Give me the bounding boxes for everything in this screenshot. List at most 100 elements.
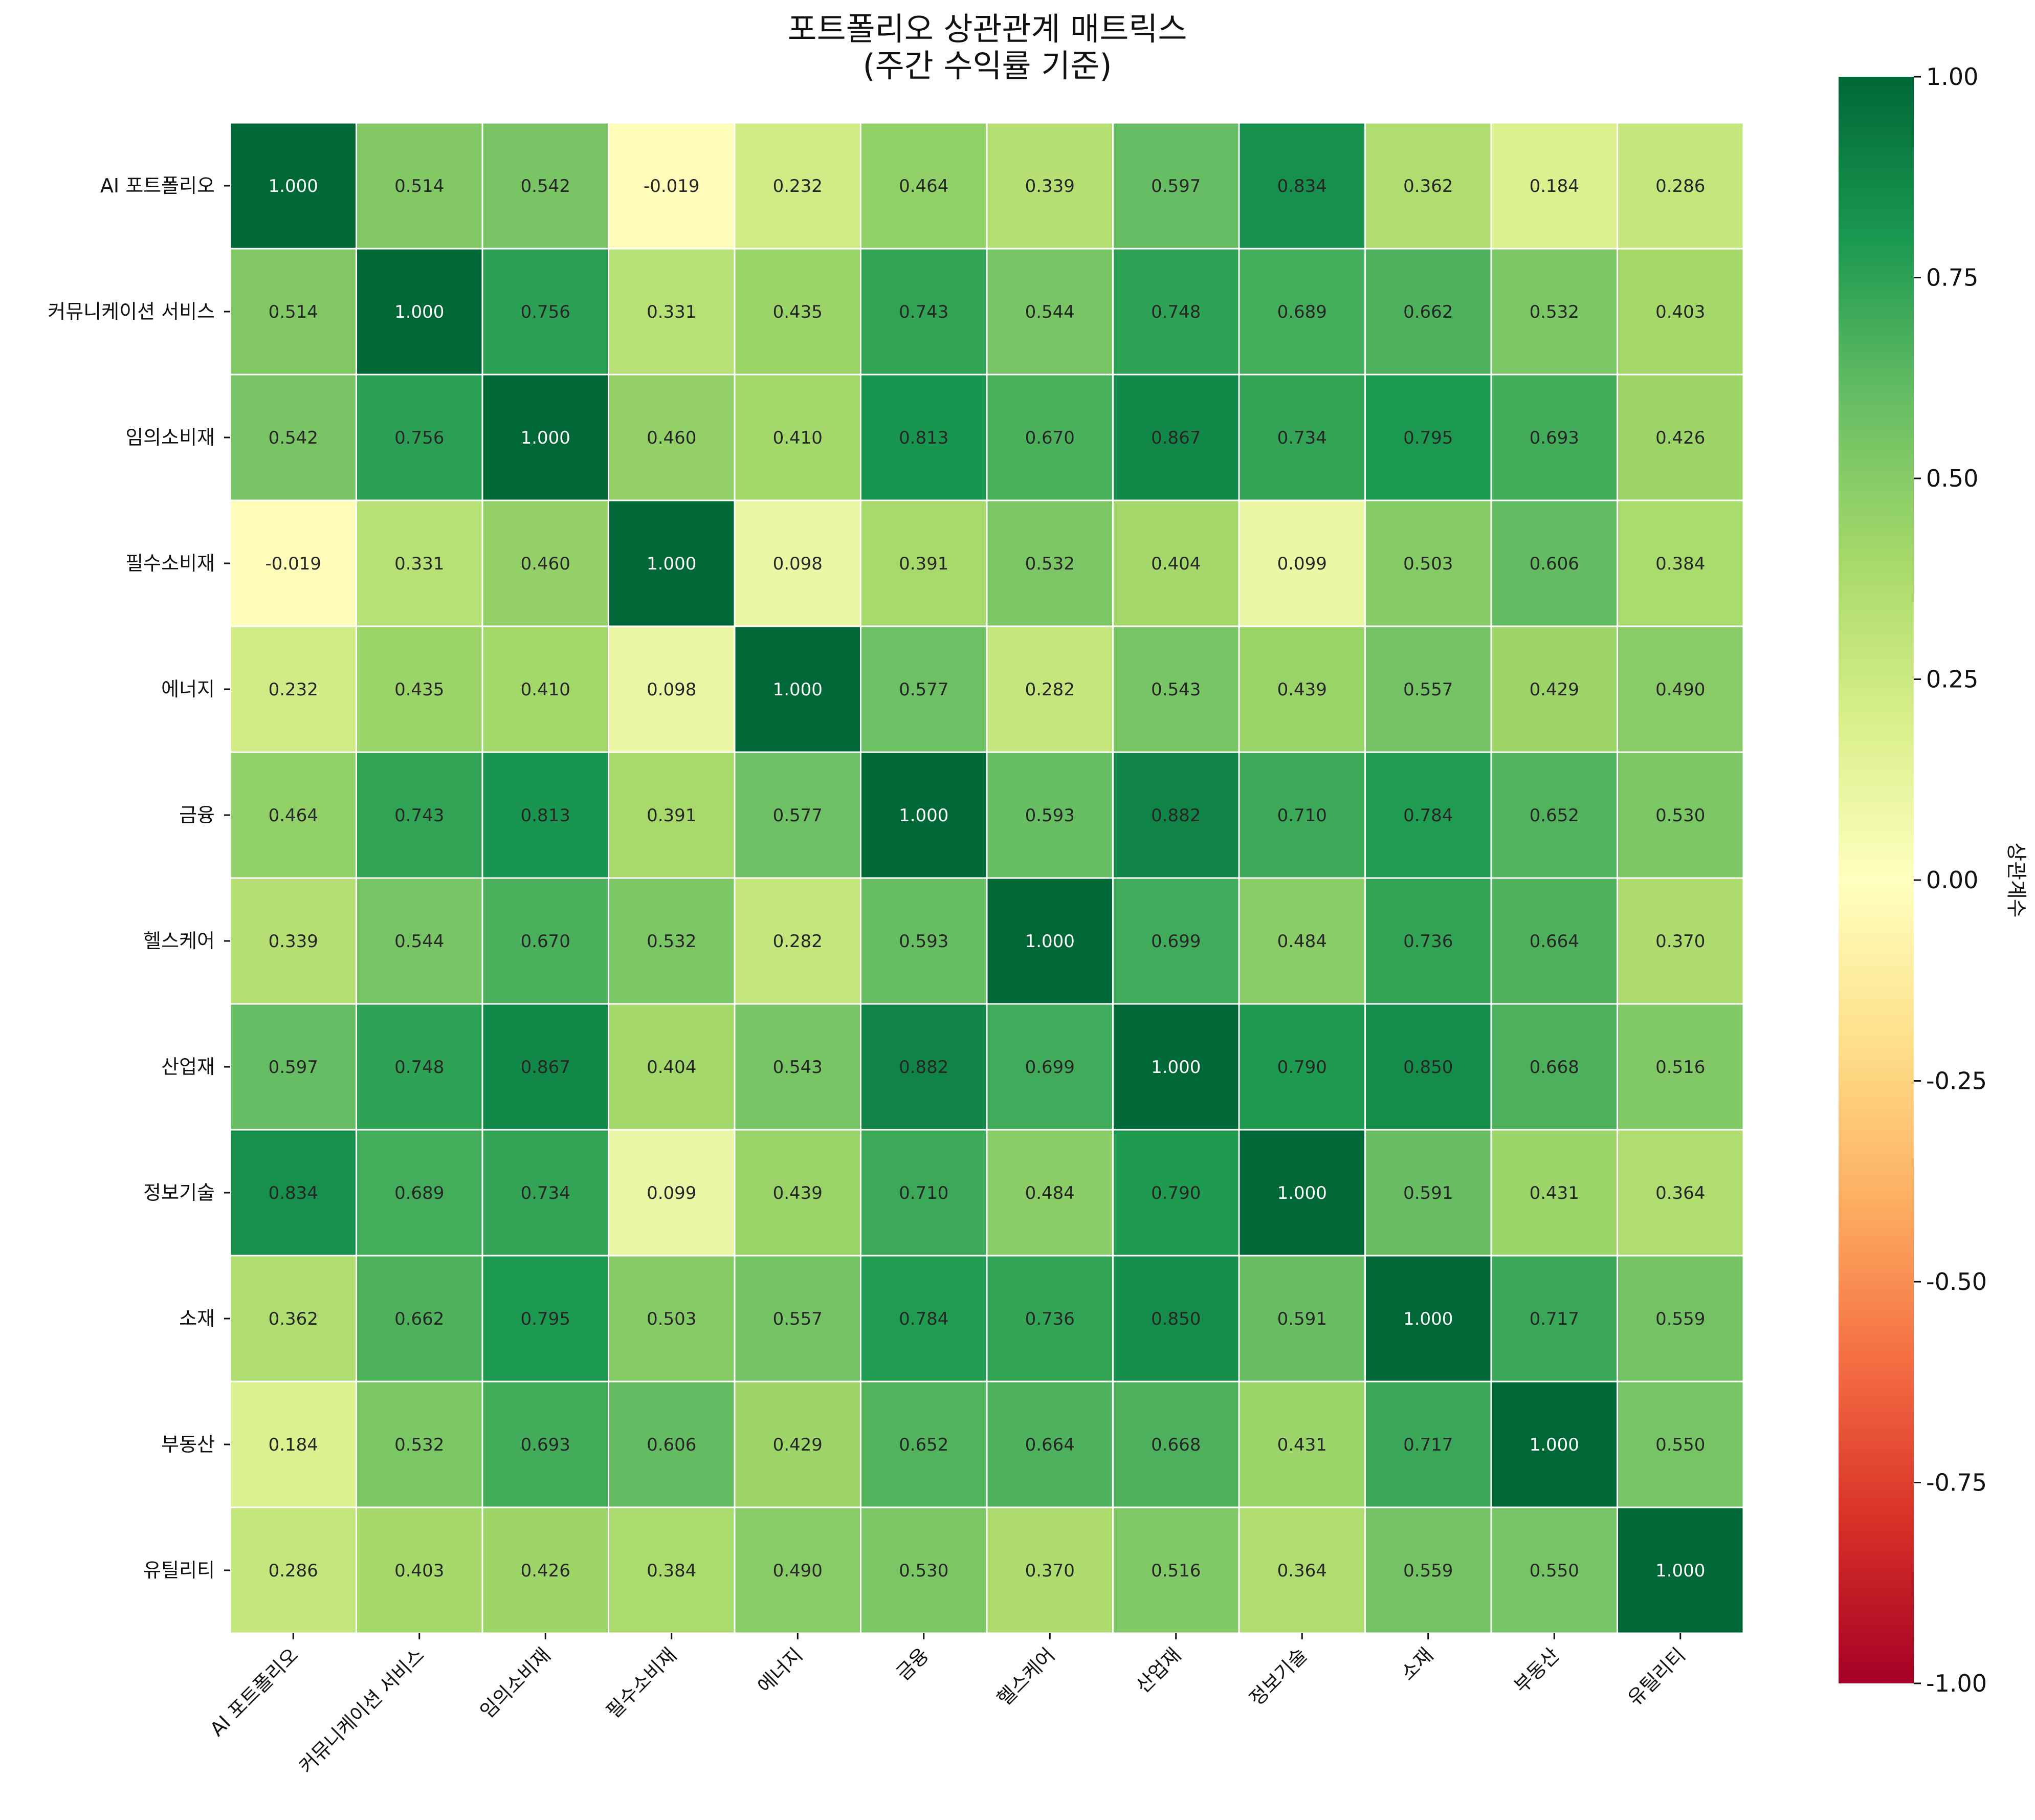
cell-value-label: 0.331: [647, 302, 696, 322]
cell-value-label: 0.795: [1403, 428, 1453, 448]
cell-value-label: 0.577: [773, 805, 823, 826]
heatmap-cell: [1364, 499, 1492, 627]
colorbar-tick-label: 0.75: [1926, 264, 1978, 292]
heatmap-cell: [229, 1380, 357, 1508]
heatmap-cell: [229, 374, 357, 501]
heatmap-cell: [1617, 1129, 1744, 1257]
heatmap-cell: [608, 1129, 736, 1257]
heatmap-cell: [481, 374, 609, 501]
cell-value-label: 0.384: [647, 1561, 696, 1581]
colorbar-tick-label: 1.00: [1926, 63, 1978, 91]
heatmap-cell: [1364, 1506, 1492, 1634]
cell-value-label: 0.098: [647, 679, 696, 700]
heatmap-cell: [1364, 122, 1492, 250]
cell-value-label: 0.717: [1403, 1435, 1453, 1455]
heatmap-cell: [1112, 122, 1240, 250]
cell-value-label: 0.790: [1277, 1057, 1327, 1078]
cell-value-label: 0.403: [1655, 302, 1705, 322]
heatmap-cell: [1617, 499, 1744, 627]
cell-value-label: 0.532: [1530, 302, 1579, 322]
cell-value-label: 0.514: [394, 176, 444, 196]
cell-value-label: 0.597: [269, 1057, 318, 1078]
heatmap-cell: [356, 1255, 483, 1383]
cell-value-label: 0.339: [269, 931, 318, 952]
heatmap-cell: [1617, 248, 1744, 376]
cell-value-label: 0.748: [394, 1057, 444, 1078]
cell-value-label: 1.000: [1655, 1561, 1705, 1581]
heatmap-cell: [734, 1380, 861, 1508]
cell-value-label: 0.391: [647, 805, 696, 826]
heatmap-cell: [1238, 751, 1366, 879]
row-tick-label: 임의소비재: [125, 426, 215, 449]
cell-value-label: 0.410: [521, 679, 570, 700]
colorbar: [1839, 77, 1914, 1683]
cell-value-label: 0.439: [1277, 679, 1327, 700]
heatmap-cell: [229, 1003, 357, 1131]
cell-value-label: 0.503: [1403, 554, 1453, 574]
cell-value-label: 0.699: [1151, 931, 1201, 952]
cell-value-label: 0.232: [773, 176, 823, 196]
heatmap-cell: [356, 1003, 483, 1131]
heatmap-cell: [229, 499, 357, 627]
cell-value-label: 0.362: [1403, 176, 1453, 196]
cell-value-label: 0.882: [899, 1057, 948, 1078]
cell-value-label: 0.710: [899, 1183, 948, 1203]
heatmap-cell: [1364, 877, 1492, 1005]
heatmap-cell: [356, 625, 483, 753]
column-tick-label: 필수소비재: [602, 1643, 681, 1723]
cell-value-label: 0.593: [1025, 805, 1075, 826]
colorbar-tick-label: 0.25: [1926, 666, 1978, 693]
heatmap-cell: [608, 1380, 736, 1508]
cell-value-label: 1.000: [647, 554, 696, 574]
heatmap-cell: [481, 1506, 609, 1634]
cell-value-label: -0.019: [644, 176, 700, 196]
cell-value-label: 0.717: [1530, 1309, 1579, 1329]
cell-value-label: 0.867: [1151, 428, 1201, 448]
cell-value-label: 0.756: [521, 302, 570, 322]
cell-value-label: 0.699: [1025, 1057, 1075, 1078]
heatmap-cell: [356, 499, 483, 627]
cell-value-label: 0.542: [521, 176, 570, 196]
heatmap-cell: [734, 374, 861, 501]
cell-value-label: 0.429: [1530, 679, 1579, 700]
chart-title: 포트폴리오 상관관계 매트릭스: [788, 10, 1187, 48]
heatmap-cell: [986, 374, 1114, 501]
heatmap-cell: [986, 1380, 1114, 1508]
heatmap-cell: [1617, 122, 1744, 250]
heatmap-cell: [1617, 751, 1744, 879]
heatmap-cell: [734, 1255, 861, 1383]
heatmap-cell: [1364, 1003, 1492, 1131]
heatmap-cell: [481, 1129, 609, 1257]
heatmap-cell: [356, 1129, 483, 1257]
chart-subtitle: (주간 수익률 기준): [862, 47, 1112, 84]
cell-value-label: 1.000: [394, 302, 444, 322]
heatmap-cell: [1364, 1255, 1492, 1383]
cell-value-label: 0.370: [1655, 931, 1705, 952]
cell-value-label: 0.834: [1277, 176, 1327, 196]
heatmap-cell: [1490, 625, 1618, 753]
cell-value-label: 0.559: [1655, 1309, 1705, 1329]
cell-value-label: 0.532: [1025, 554, 1075, 574]
cell-value-label: 0.532: [647, 931, 696, 952]
heatmap-cell: [1238, 1380, 1366, 1508]
cell-value-label: 0.464: [899, 176, 948, 196]
heatmap-cell: [608, 1255, 736, 1383]
colorbar-tick-label: -1.00: [1926, 1670, 1987, 1697]
heatmap-cell: [1490, 1380, 1618, 1508]
heatmap-cell: [1238, 1129, 1366, 1257]
cell-value-label: 0.557: [773, 1309, 823, 1329]
cell-value-label: 0.282: [773, 931, 823, 952]
cell-value-label: 0.591: [1403, 1183, 1453, 1203]
cell-value-label: 0.503: [647, 1309, 696, 1329]
heatmap-cell: [986, 1003, 1114, 1131]
cell-value-label: 0.882: [1151, 805, 1201, 826]
heatmap-cell: [734, 877, 861, 1005]
heatmap-cell: [986, 248, 1114, 376]
row-tick-label: 금융: [179, 804, 215, 826]
cell-value-label: 0.384: [1655, 554, 1705, 574]
heatmap-cell: [986, 877, 1114, 1005]
cell-value-label: 0.484: [1025, 1183, 1075, 1203]
heatmap-cell: [481, 877, 609, 1005]
heatmap-cell: [1364, 248, 1492, 376]
